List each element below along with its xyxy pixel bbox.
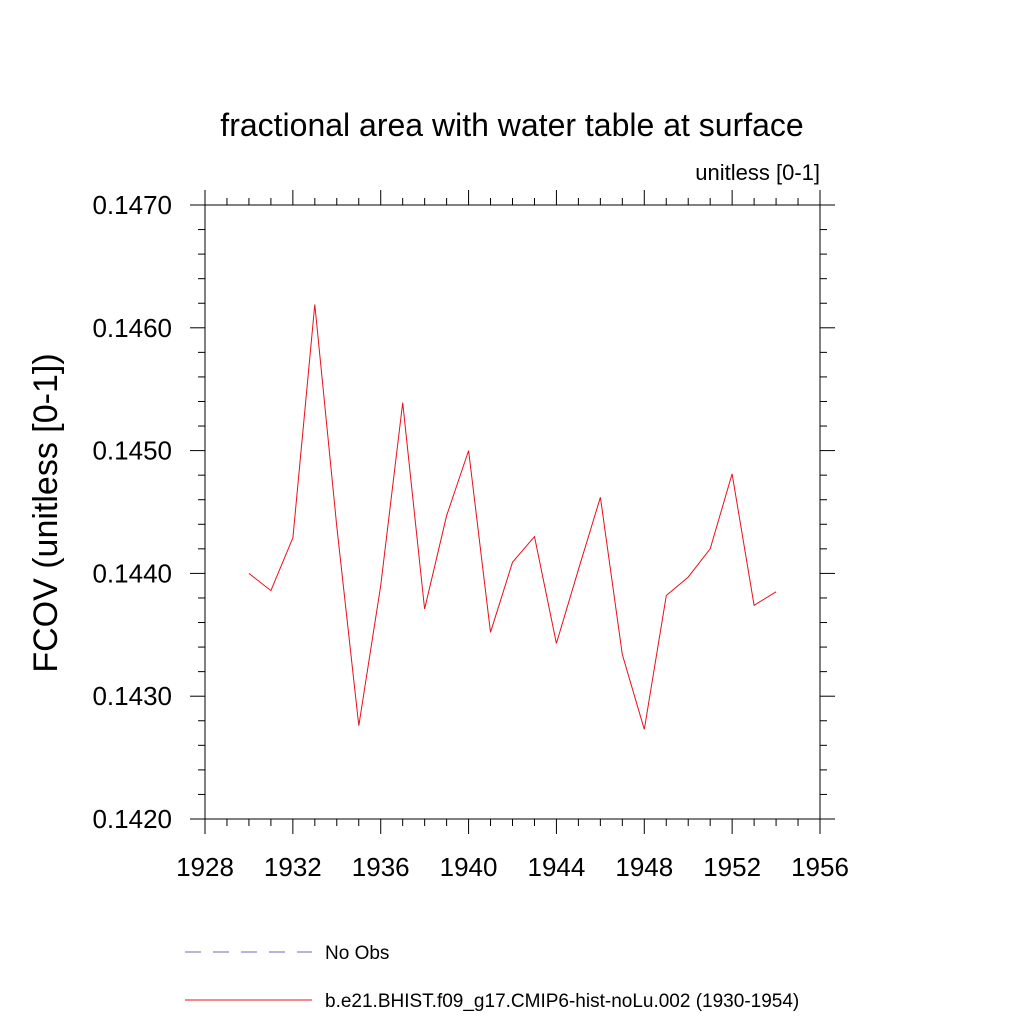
x-tick-label: 1940	[440, 852, 498, 882]
chart-title: fractional area with water table at surf…	[220, 107, 803, 143]
legend-label: b.e21.BHIST.f09_g17.CMIP6-hist-noLu.002 …	[325, 991, 799, 1012]
y-axis-label: FCOV (unitless [0-1])	[27, 353, 65, 672]
y-tick-label: 0.1430	[92, 681, 172, 711]
y-tick-label: 0.1460	[92, 313, 172, 343]
y-tick-label: 0.1450	[92, 436, 172, 466]
y-tick-label: 0.1470	[92, 190, 172, 220]
x-tick-label: 1956	[791, 852, 849, 882]
x-tick-label: 1952	[703, 852, 761, 882]
legend-label: No Obs	[325, 943, 389, 964]
chart-subtitle: unitless [0-1]	[695, 160, 820, 185]
axes: 1928 1932 1936 1940 1944 1948 1952 1956 0.1420 0.…	[92, 190, 849, 882]
legend: No Obs b.e21.BHIST.f09_g17.CMIP6-hist-noL…	[185, 943, 799, 1012]
x-tick-label: 1928	[176, 852, 234, 882]
x-tick-label: 1936	[352, 852, 410, 882]
series-layer	[248, 304, 777, 730]
y-tick-label: 0.1420	[92, 804, 172, 834]
x-tick-label: 1932	[264, 852, 322, 882]
plot-frame	[204, 204, 821, 820]
x-tick-label: 1948	[615, 852, 673, 882]
series-line-1	[248, 304, 777, 730]
x-tick-label: 1944	[528, 852, 586, 882]
y-tick-label: 0.1440	[92, 558, 172, 588]
